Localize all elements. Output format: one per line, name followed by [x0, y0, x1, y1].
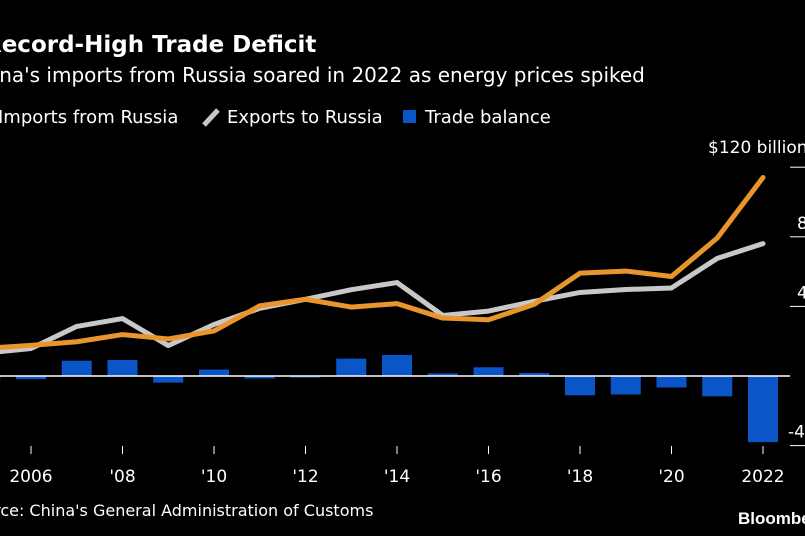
- x-tick-label: '08: [109, 467, 135, 487]
- trade-balance-bar: [61, 360, 92, 376]
- trade-balance-bar: [565, 376, 595, 396]
- trade-balance-bar: [702, 376, 733, 397]
- trade-balance-bar: [244, 376, 275, 379]
- x-tick-label: 2022: [741, 467, 784, 487]
- y-tick-label: -40: [788, 423, 805, 443]
- imports-from-russia-line: [0, 174, 766, 350]
- legend-balance-label: Trade balance: [424, 107, 551, 128]
- x-tick-label: '10: [201, 467, 227, 487]
- legend-imports-label: Imports from Russia: [0, 107, 178, 128]
- trade-balance-bar: [107, 359, 138, 376]
- bloomberg-logo: Bloomberg: [738, 509, 805, 528]
- chart-subtitle: China's imports from Russia soared in 20…: [0, 63, 645, 87]
- legend-balance-swatch: [403, 110, 416, 123]
- source-note: Source: China's General Administration o…: [0, 501, 373, 520]
- x-tick-label: '14: [384, 467, 410, 487]
- trade-balance-bar: [610, 376, 641, 395]
- x-tick-label: '16: [475, 467, 501, 487]
- chart-title: Record-High Trade Deficit: [0, 32, 316, 58]
- x-tick-label: 2006: [9, 467, 52, 487]
- trade-balance-bar: [519, 373, 550, 376]
- x-tick-label: '12: [292, 467, 318, 487]
- trade-balance-bar: [16, 376, 46, 380]
- trade-balance-bar: [473, 367, 504, 376]
- trade-balance-bar: [199, 369, 229, 376]
- x-tick-label: '18: [567, 467, 593, 487]
- legend-exports-swatch: [202, 108, 220, 127]
- trade-balance-bar: [382, 354, 412, 376]
- trade-balance-bar: [656, 376, 687, 388]
- exports-to-russia-line: [0, 241, 766, 355]
- unit-label: $120 billion: [708, 138, 805, 158]
- trade-balance-bar: [336, 358, 367, 376]
- trade-balance-bar: [748, 376, 778, 443]
- x-tick-label: '20: [658, 467, 684, 487]
- y-tick-label: 80: [797, 214, 805, 234]
- legend: Imports from Russia Exports to Russia Tr…: [0, 107, 551, 128]
- trade-balance-bar: [153, 376, 184, 383]
- trade-balance-bar: [427, 373, 458, 376]
- legend-exports-label: Exports to Russia: [227, 107, 383, 128]
- y-tick-label: 40: [797, 283, 805, 303]
